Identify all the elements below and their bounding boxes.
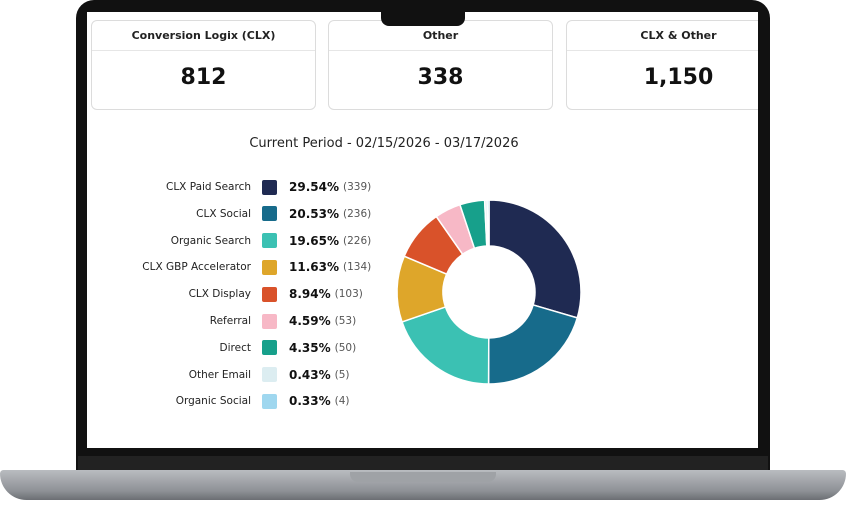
donut-slice: [486, 199, 490, 247]
legend-row: CLX Paid Search 29.54% (339): [87, 177, 371, 197]
legend-label: CLX GBP Accelerator: [142, 261, 251, 274]
donut-slice: [487, 304, 579, 385]
donut-slice: [401, 306, 490, 385]
legend-row: Other Email 0.43% (5): [87, 365, 350, 385]
count-label: (50): [334, 341, 357, 354]
legend-swatch: [262, 233, 277, 249]
percent-label: 29.54%: [289, 180, 339, 194]
legend-row: CLX Display 8.94% (103): [87, 284, 363, 304]
count-label: (339): [342, 181, 372, 193]
card-value: 812: [180, 65, 227, 90]
legend-swatch: [262, 286, 277, 302]
count-label: (236): [342, 207, 372, 220]
card-value: 338: [417, 65, 464, 90]
legend-swatch: [262, 340, 277, 356]
card-title: CLX & Other: [567, 29, 758, 51]
laptop-groove: [350, 472, 496, 482]
card-value: 1,150: [643, 65, 714, 90]
donut-slice: [488, 199, 582, 319]
count-label: (134): [342, 261, 372, 274]
card-title: Conversion Logix (CLX): [92, 29, 315, 51]
legend-swatch: [262, 313, 277, 329]
laptop-chin: [78, 456, 768, 472]
kpi-card: Conversion Logix (CLX) 812: [91, 20, 316, 110]
legend-label: Other Email: [188, 368, 251, 381]
kpi-card: CLX & Other 1,150: [566, 20, 758, 110]
legend-label: CLX Display: [188, 288, 251, 301]
percent-label: 4.35%: [289, 340, 331, 355]
screen: Conversion Logix (CLX) 812 Other 338 CLX…: [87, 12, 758, 448]
legend-label: Referral: [209, 315, 251, 327]
chart-title: Current Period - 02/15/2026 - 03/17/2026: [249, 136, 519, 151]
percent-label: 11.63%: [289, 260, 339, 275]
legend-label: CLX Social: [196, 207, 251, 220]
percent-label: 8.94%: [289, 287, 331, 302]
legend-swatch: [262, 367, 277, 383]
percent-label: 20.53%: [289, 206, 339, 221]
legend-row: Direct 4.35% (50): [87, 338, 356, 358]
percent-label: 19.65%: [289, 233, 339, 248]
count-label: (103): [334, 288, 363, 301]
legend-swatch: [262, 393, 277, 409]
legend-row: Organic Social 0.33% (4): [87, 391, 350, 411]
card-title: Other: [329, 29, 552, 51]
legend-swatch: [262, 206, 277, 222]
legend-row: CLX GBP Accelerator 11.63% (134): [87, 257, 371, 277]
legend-swatch: [262, 179, 277, 195]
percent-label: 0.33%: [289, 394, 331, 409]
count-label: (5): [334, 368, 350, 381]
legend-label: Direct: [219, 341, 251, 354]
legend-swatch: [262, 259, 277, 275]
camera-notch: [381, 8, 465, 26]
legend-label: Organic Social: [175, 395, 251, 408]
count-label: (226): [342, 234, 372, 247]
donut-chart: [396, 199, 582, 385]
legend-row: Organic Search 19.65% (226): [87, 231, 371, 251]
legend-label: Organic Search: [170, 234, 251, 247]
legend-row: CLX Social 20.53% (236): [87, 204, 371, 224]
count-label: (53): [334, 315, 357, 327]
percent-label: 0.43%: [289, 367, 331, 382]
percent-label: 4.59%: [289, 314, 331, 328]
legend: CLX Paid Search 29.54% (339) CLX Social 20.5…: [87, 177, 417, 417]
count-label: (4): [334, 395, 350, 408]
legend-row: Referral 4.59% (53): [87, 311, 356, 331]
legend-label: CLX Paid Search: [166, 181, 251, 193]
kpi-card: Other 338: [328, 20, 553, 110]
